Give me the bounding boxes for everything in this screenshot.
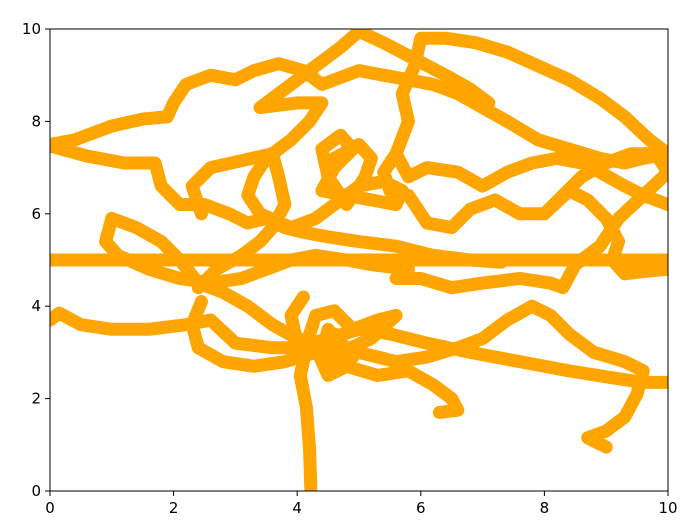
y-tick-label: 6 — [31, 205, 41, 223]
series-line-14 — [537, 184, 668, 281]
x-tick-label: 2 — [169, 499, 179, 517]
series-layer — [50, 29, 668, 491]
axes-frame — [49, 28, 669, 492]
y-tick-label: 4 — [31, 297, 41, 315]
series-line-12 — [377, 31, 668, 295]
y-tick-label: 10 — [22, 20, 41, 38]
x-tick-label: 8 — [540, 499, 550, 517]
x-tick-label: 6 — [416, 499, 426, 517]
series-line-2 — [50, 57, 668, 170]
series-line-6 — [185, 295, 465, 419]
y-tick-label: 8 — [31, 112, 41, 130]
series-line-7 — [99, 211, 415, 290]
axes-layer: 0 2 4 6 8 10 0 2 4 6 8 10 — [22, 20, 678, 517]
x-tick-label: 10 — [658, 499, 677, 517]
y-tick-label: 2 — [31, 390, 41, 408]
y-tick-label: 0 — [31, 482, 41, 500]
series-line-13 — [389, 147, 668, 212]
x-tick-label: 0 — [45, 499, 55, 517]
series-line-3 — [50, 140, 508, 269]
series-line-9 — [185, 147, 292, 295]
series-line-15 — [605, 253, 668, 272]
series-line-11 — [253, 29, 496, 115]
x-tick-label: 4 — [292, 499, 302, 517]
